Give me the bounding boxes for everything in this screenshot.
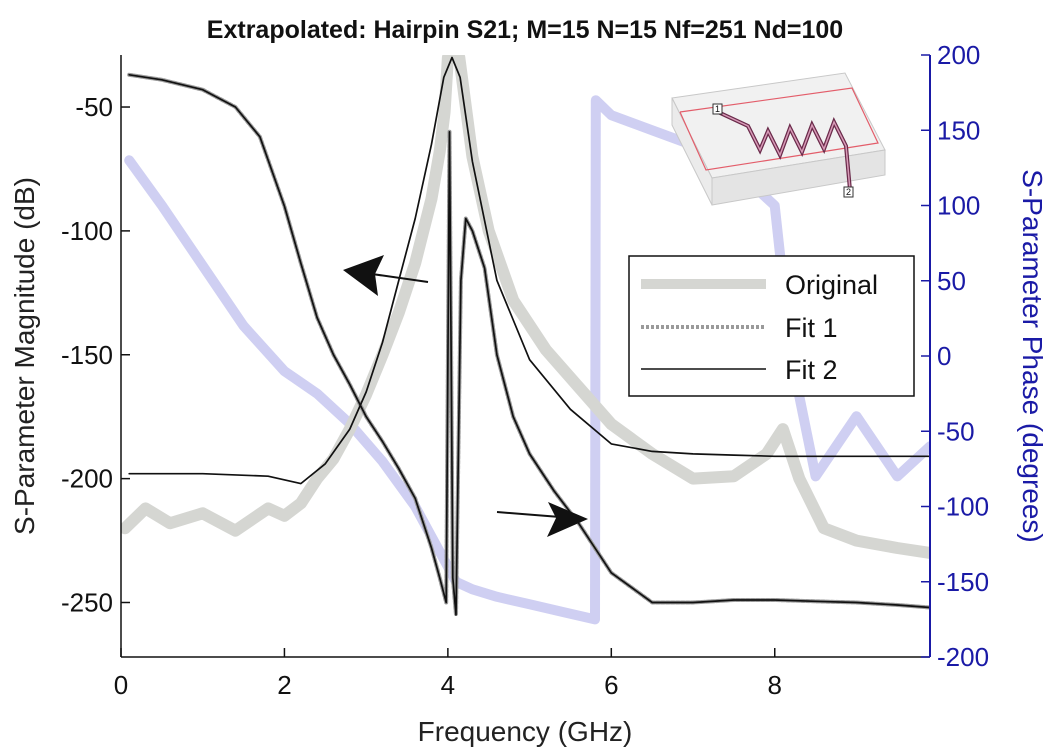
arrow-to-right-axis [496, 502, 588, 537]
y-tick-label-right: 200 [937, 40, 980, 70]
x-tick-label: 0 [114, 670, 128, 700]
arrow-left-head [343, 255, 384, 296]
legend-label-fit-2: Fit 2 [785, 355, 838, 385]
x-axis-label: Frequency (GHz) [418, 716, 633, 747]
y-axis-label-right: S-Parameter Phase (degrees) [1017, 169, 1048, 543]
y-tick-label-right: -50 [937, 416, 975, 446]
inset-filter-trace-highlight [717, 111, 851, 191]
fit-2-magnitude-line [128, 73, 930, 616]
arrow-right-shaft [496, 511, 561, 518]
y-tick-label-right: -100 [937, 492, 989, 522]
legend: Original Fit 1 Fit 2 [628, 255, 915, 397]
x-tick-label: 6 [604, 670, 618, 700]
legend-label-fit-1: Fit 1 [785, 313, 838, 343]
inset-port-2-label: 2 [846, 187, 851, 197]
x-tick-label: 2 [277, 670, 291, 700]
legend-label-original: Original [785, 270, 878, 300]
fit-2-secondary-line [128, 56, 930, 485]
y-tick-label-left: -150 [61, 340, 113, 370]
inset-substrate-front [671, 97, 713, 206]
arrow-to-left-axis [343, 255, 429, 296]
arrow-right-head [547, 502, 588, 537]
y-tick-label-right: -200 [937, 642, 989, 672]
y-tick-label-right: 100 [937, 191, 980, 221]
ticks-layer: 0 2 4 6 8 -50 -100 -150 -200 -250 200 150 100 50 0 -50 -… [61, 40, 989, 700]
hairpin-inset: 1 2 [671, 72, 886, 206]
y-tick-label-left: -50 [75, 92, 113, 122]
chart-title: Extrapolated: Hairpin S21; M=15 N=15 Nf=… [207, 16, 843, 44]
y-tick-label-left: -100 [61, 216, 113, 246]
y-tick-label-right: 0 [937, 341, 951, 371]
arrow-left-shaft [371, 273, 429, 283]
y-tick-label-left: -200 [61, 464, 113, 494]
y-tick-label-left: -250 [61, 587, 113, 617]
x-tick-label: 4 [441, 670, 455, 700]
x-tick-label: 8 [768, 670, 782, 700]
inset-port-2-box [843, 186, 854, 198]
inset-port-1-label: 1 [715, 104, 720, 114]
y-tick-label-right: 50 [937, 266, 966, 296]
y-tick-label-right: -150 [937, 567, 989, 597]
inset-outline-red [679, 87, 879, 171]
inset-port-1-box [712, 103, 723, 115]
y-tick-label-right: 150 [937, 115, 980, 145]
y-axis-label-left: S-Parameter Magnitude (dB) [9, 177, 40, 535]
